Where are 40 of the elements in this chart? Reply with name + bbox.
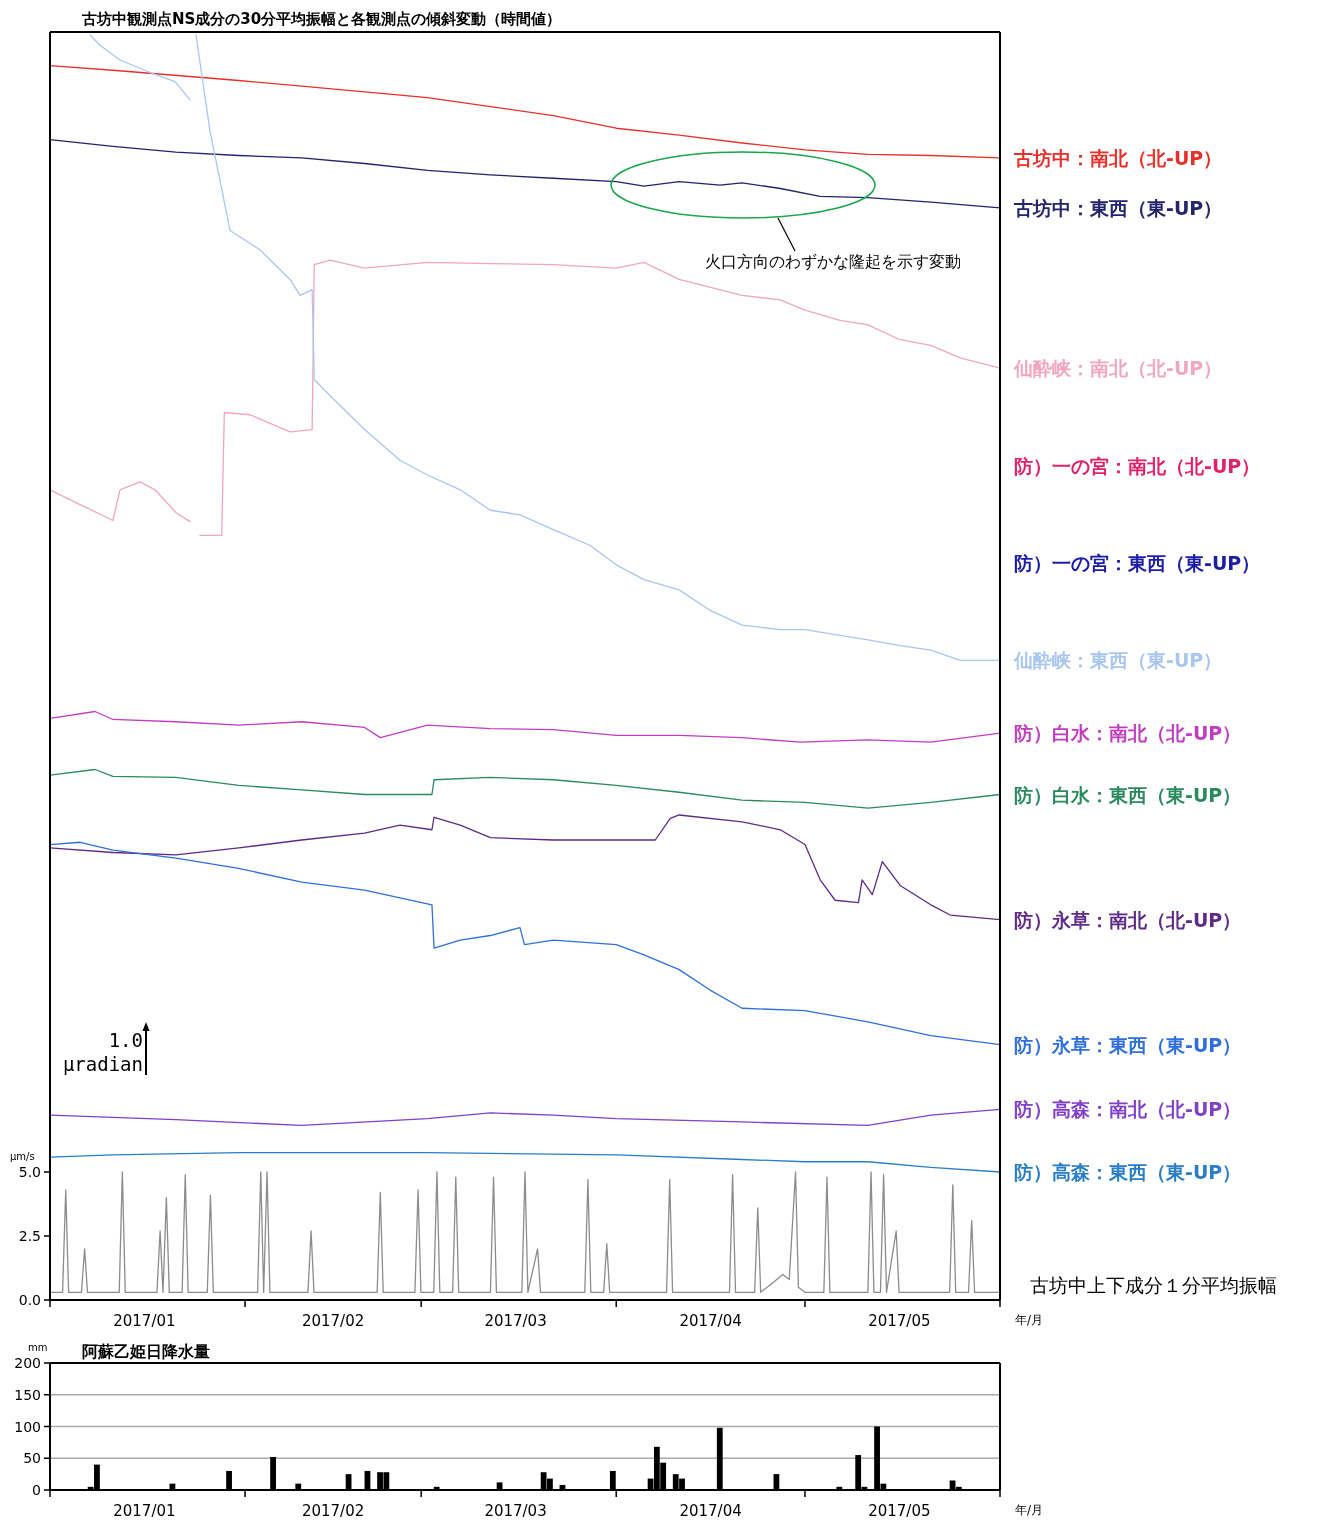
legend-label: 防）一の宮：南北（北-UP）	[1014, 454, 1261, 477]
x-tick-label: 2017/02	[301, 1502, 365, 1520]
chart-title: 阿蘇乙姫日降水量	[82, 1342, 210, 1361]
series-label: 防）永草：東西（東-UP）	[1014, 1033, 1242, 1056]
x-axis-title: 年/月	[1015, 1503, 1044, 1517]
series-label: 古坊中：南北（北-UP）	[1013, 146, 1223, 169]
series-label: 防）白水：東西（東-UP）	[1014, 783, 1242, 806]
annotation: 1.0 μradian	[62, 1029, 143, 1075]
y-tick-label: 2.5	[18, 1228, 41, 1244]
y-tick-label: 200	[14, 1355, 41, 1371]
line-series	[49, 1171, 1001, 1293]
series-label: 防）高森：東西（東-UP）	[1014, 1161, 1242, 1183]
x-tick-label: 2017/02	[301, 1312, 365, 1330]
series-label: 防）永草：南北（北-UP）	[1014, 908, 1242, 931]
series-label: 防）高森：南北（北-UP）	[1014, 1098, 1242, 1121]
series-label: 仙酔峡：東西（東-UP）	[1013, 649, 1223, 672]
series-label: 仙酔峡：南北（北-UP）	[1013, 357, 1223, 380]
y-tick-label: 5.0	[18, 1164, 41, 1180]
x-tick-label: 2017/01	[113, 1502, 176, 1520]
x-tick-label: 2017/04	[679, 1312, 742, 1330]
y-tick-label: 50	[23, 1450, 41, 1467]
annotation: 火口方向のわずかな隆起を示す変動	[705, 252, 961, 271]
y-tick-label: 150	[14, 1386, 41, 1403]
y-tick-label: 0	[32, 1482, 41, 1498]
x-tick-label: 2017/01	[113, 1312, 176, 1330]
series-label: 古坊中：東西（東-UP）	[1013, 196, 1223, 219]
x-tick-label: 2017/05	[868, 1312, 931, 1330]
chart-title: 古坊中観測点NS成分の30分平均振幅と各観測点の傾斜変動（時間値）	[81, 10, 562, 28]
text: 古坊中上下成分１分平均振幅	[1030, 1274, 1277, 1296]
x-tick-label: 2017/05	[868, 1502, 931, 1520]
y-axis-title: μm/s	[10, 1151, 35, 1162]
x-tick-label: 2017/04	[679, 1502, 742, 1520]
legend-label: 防）一の宮：東西（東-UP）	[1014, 551, 1261, 574]
x-tick-label: 2017/03	[484, 1312, 547, 1330]
y-tick-label: 100	[14, 1418, 41, 1435]
series-label: 防）白水：南北（北-UP）	[1014, 722, 1242, 745]
y-tick-label: 0.0	[18, 1292, 41, 1308]
x-axis-title: 年/月	[1015, 1313, 1044, 1327]
y-axis-title: mm	[28, 1342, 48, 1353]
x-tick-label: 2017/03	[484, 1502, 547, 1520]
